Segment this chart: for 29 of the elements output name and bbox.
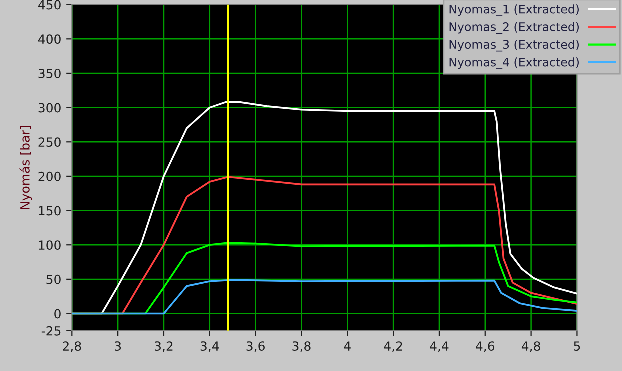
legend-label: Nyomas_3 (Extracted) [450, 40, 579, 52]
x-tick-label: 3,4 [200, 342, 220, 352]
x-tick-label: 5 [574, 342, 580, 352]
y-tick-label: 100 [39, 240, 61, 250]
x-tick-label: 3,8 [292, 342, 311, 352]
legend-label: Nyomas_2 (Extracted) [450, 22, 579, 34]
line-series [72, 279, 578, 315]
x-tick-label: 3 [115, 342, 122, 352]
x-tick-label: 4,4 [430, 342, 449, 352]
y-tick-label: 150 [39, 206, 61, 216]
x-tick-label: 4,2 [384, 342, 402, 352]
y-tick-label: 400 [38, 34, 61, 44]
x-tick-label: 3,2 [154, 342, 173, 352]
y-tick-label: 300 [38, 103, 61, 113]
legend-label: Nyomas_1 (Extracted) [450, 4, 579, 16]
legend-label: Nyomas_4 (Extracted) [450, 58, 579, 70]
x-tick-label: 3,6 [246, 342, 265, 352]
y-axis-title: Nyomás [bar] [20, 126, 32, 210]
y-tick-label: 350 [38, 68, 61, 78]
x-tick-label: 2,8 [63, 342, 82, 352]
y-tick-label: 250 [38, 138, 61, 148]
x-tick-label: 4,6 [476, 342, 495, 352]
y-tick-label: 450 [38, 0, 61, 10]
x-tick-label: 4 [344, 342, 351, 351]
y-tick-label: -25 [42, 326, 61, 336]
y-tick-label: 200 [38, 172, 61, 182]
y-tick-label: 0 [54, 309, 61, 319]
x-tick-label: 4,8 [522, 342, 540, 352]
y-tick-label: 50 [46, 274, 61, 284]
